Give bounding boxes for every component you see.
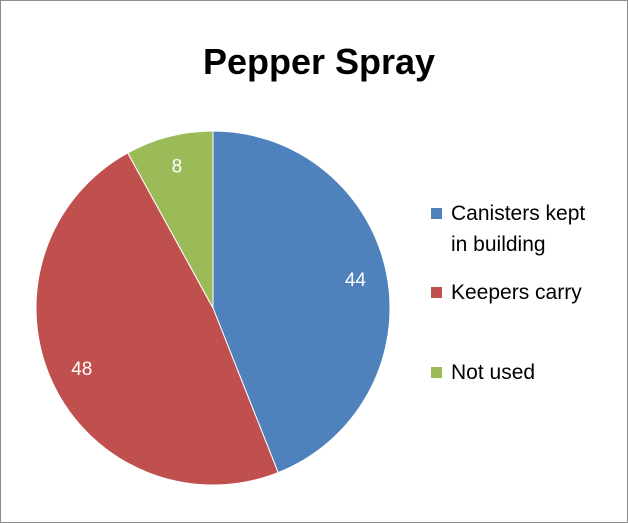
data-label: 48 (71, 359, 92, 380)
legend-label: Canisters kept in building (451, 202, 586, 256)
legend-item: Not used (431, 357, 601, 388)
pie-slice (212, 130, 391, 474)
legend-swatch (431, 287, 442, 298)
chart-title: Pepper Spray (203, 41, 435, 82)
pie-slice (35, 152, 279, 486)
data-label: 8 (172, 157, 183, 178)
legend-label: Keepers carry (451, 281, 582, 304)
pie-slice (127, 130, 214, 309)
legend-label: Not used (451, 361, 536, 384)
data-label: 44 (345, 270, 367, 291)
legend-swatch (431, 367, 442, 378)
legend-item: Keepers carry (431, 277, 601, 308)
legend-item: Canisters kept in building (431, 198, 601, 260)
legend-swatch (431, 208, 442, 219)
